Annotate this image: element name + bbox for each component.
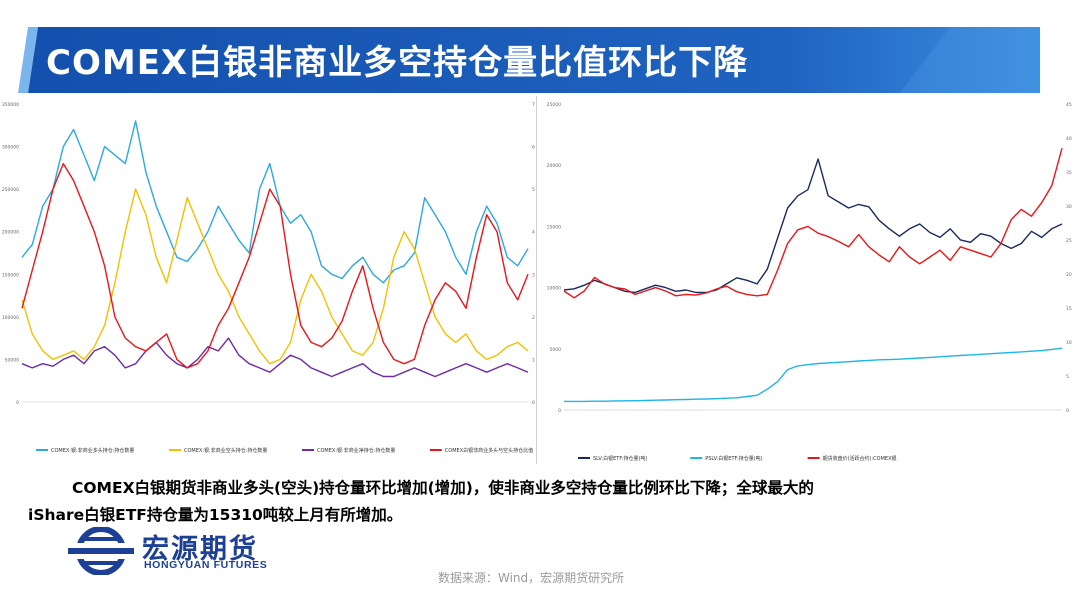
right-axis-tick-label: 7 <box>532 102 535 108</box>
logo-chinese-name: 宏源期货 <box>142 534 258 565</box>
left-axis-tick-label: 350000 <box>2 102 19 108</box>
right-axis-tick-label: 35 <box>1066 170 1072 176</box>
series-line-3 <box>21 337 529 378</box>
left-axis-tick-label: 0 <box>16 400 19 406</box>
title-banner: COMEX白银非商业多空持仓量比值环比下降 <box>0 27 1080 93</box>
chart-right-panel: 0 5000 10000 15000 20000 25000 0 5 10 15 20 25 30 35 4… <box>538 96 1080 464</box>
left-axis-tick-label: 150000 <box>2 272 19 278</box>
series-line-1 <box>563 158 1063 294</box>
right-axis-tick-label: 3 <box>532 272 535 278</box>
left-axis-tick-label: 5000 <box>550 347 562 353</box>
right-axis-tick-label: 4 <box>532 230 535 236</box>
series-line-3 <box>563 148 1063 299</box>
left-axis-tick-label: 300000 <box>2 145 19 151</box>
right-axis-tick-label: 20 <box>1066 272 1072 278</box>
right-axis-tick-label: 45 <box>1066 102 1072 108</box>
legend-label: COMEX:银:非商业多头持仓:持仓数量 <box>51 447 134 454</box>
left-axis-tick-label: 10000 <box>547 286 561 292</box>
legend-label: SLV:白银ETF:持仓量(吨) <box>593 455 647 462</box>
left-axis-tick-label: 200000 <box>2 230 19 236</box>
left-axis-tick-label: 0 <box>558 408 561 414</box>
left-axis-tick-label: 25000 <box>547 102 561 108</box>
left-axis-tick-label: 100000 <box>2 315 19 321</box>
logo-mark-icon <box>66 527 136 575</box>
caption-line-2: iShare白银ETF持仓量为15310吨较上月有所增加。 <box>28 506 403 524</box>
legend-label: COMEX:银:非商业净持仓:持仓数量 <box>317 447 395 454</box>
chart-left-panel: 0 50000 100000 150000 200000 250000 300000 3500… <box>0 96 537 464</box>
right-axis-tick-label: 6 <box>532 145 535 151</box>
series-line-2 <box>564 347 1063 403</box>
chart-right: 0 5000 10000 15000 20000 25000 0 5 10 15 20 25 30 35 4… <box>547 102 1072 462</box>
panel-divider <box>536 96 537 464</box>
logo-english-name: HONGYUAN FUTURES <box>144 559 268 571</box>
right-axis-tick-label: 2 <box>532 315 535 321</box>
right-axis-tick-label: 5 <box>532 187 535 193</box>
series-line-1 <box>21 120 529 284</box>
chart-left: 0 50000 100000 150000 200000 250000 300000 3500… <box>2 102 535 454</box>
legend-label: COMEX:银:非商业空头持仓:持仓数量 <box>184 447 267 454</box>
left-axis-tick-label: 50000 <box>5 357 19 363</box>
right-axis-tick-label: 40 <box>1066 136 1072 142</box>
legend-label: PSLV:白银ETF:持仓量(吨) <box>705 455 762 462</box>
right-axis-tick-label: 0 <box>1066 408 1069 414</box>
right-axis-tick-label: 1 <box>532 357 535 363</box>
left-axis-tick-label: 20000 <box>547 163 561 169</box>
series-line-2 <box>21 188 529 365</box>
company-logo: 宏源期货 HONGYUAN FUTURES <box>66 527 316 575</box>
legend-label: 期货收盘价(活跃合约):COMEX银 <box>823 455 897 462</box>
right-axis-tick-label: 30 <box>1066 204 1072 210</box>
right-axis-tick-label: 0 <box>532 400 535 406</box>
caption-text: COMEX白银期货非商业多头(空头)持仓量环比增加(增加)，使非商业多空持仓量比… <box>28 475 1058 529</box>
right-axis-tick-label: 25 <box>1066 238 1072 244</box>
page-title: COMEX白银非商业多空持仓量比值环比下降 <box>46 43 749 83</box>
left-axis-tick-label: 15000 <box>547 224 561 230</box>
caption-line-1: COMEX白银期货非商业多头(空头)持仓量环比增加(增加)，使非商业多空持仓量比… <box>72 479 814 497</box>
data-source: 数据来源：Wind，宏源期货研究所 <box>438 571 625 585</box>
right-axis-tick-label: 15 <box>1066 306 1072 312</box>
left-axis-tick-label: 250000 <box>2 187 19 193</box>
right-axis-tick-label: 10 <box>1066 340 1072 346</box>
legend-label: COMEX白银非商业多头与空头持仓比值 <box>445 447 533 454</box>
series-line-4 <box>21 162 529 369</box>
right-axis-tick-label: 5 <box>1066 374 1069 380</box>
banner-background <box>18 27 1040 93</box>
